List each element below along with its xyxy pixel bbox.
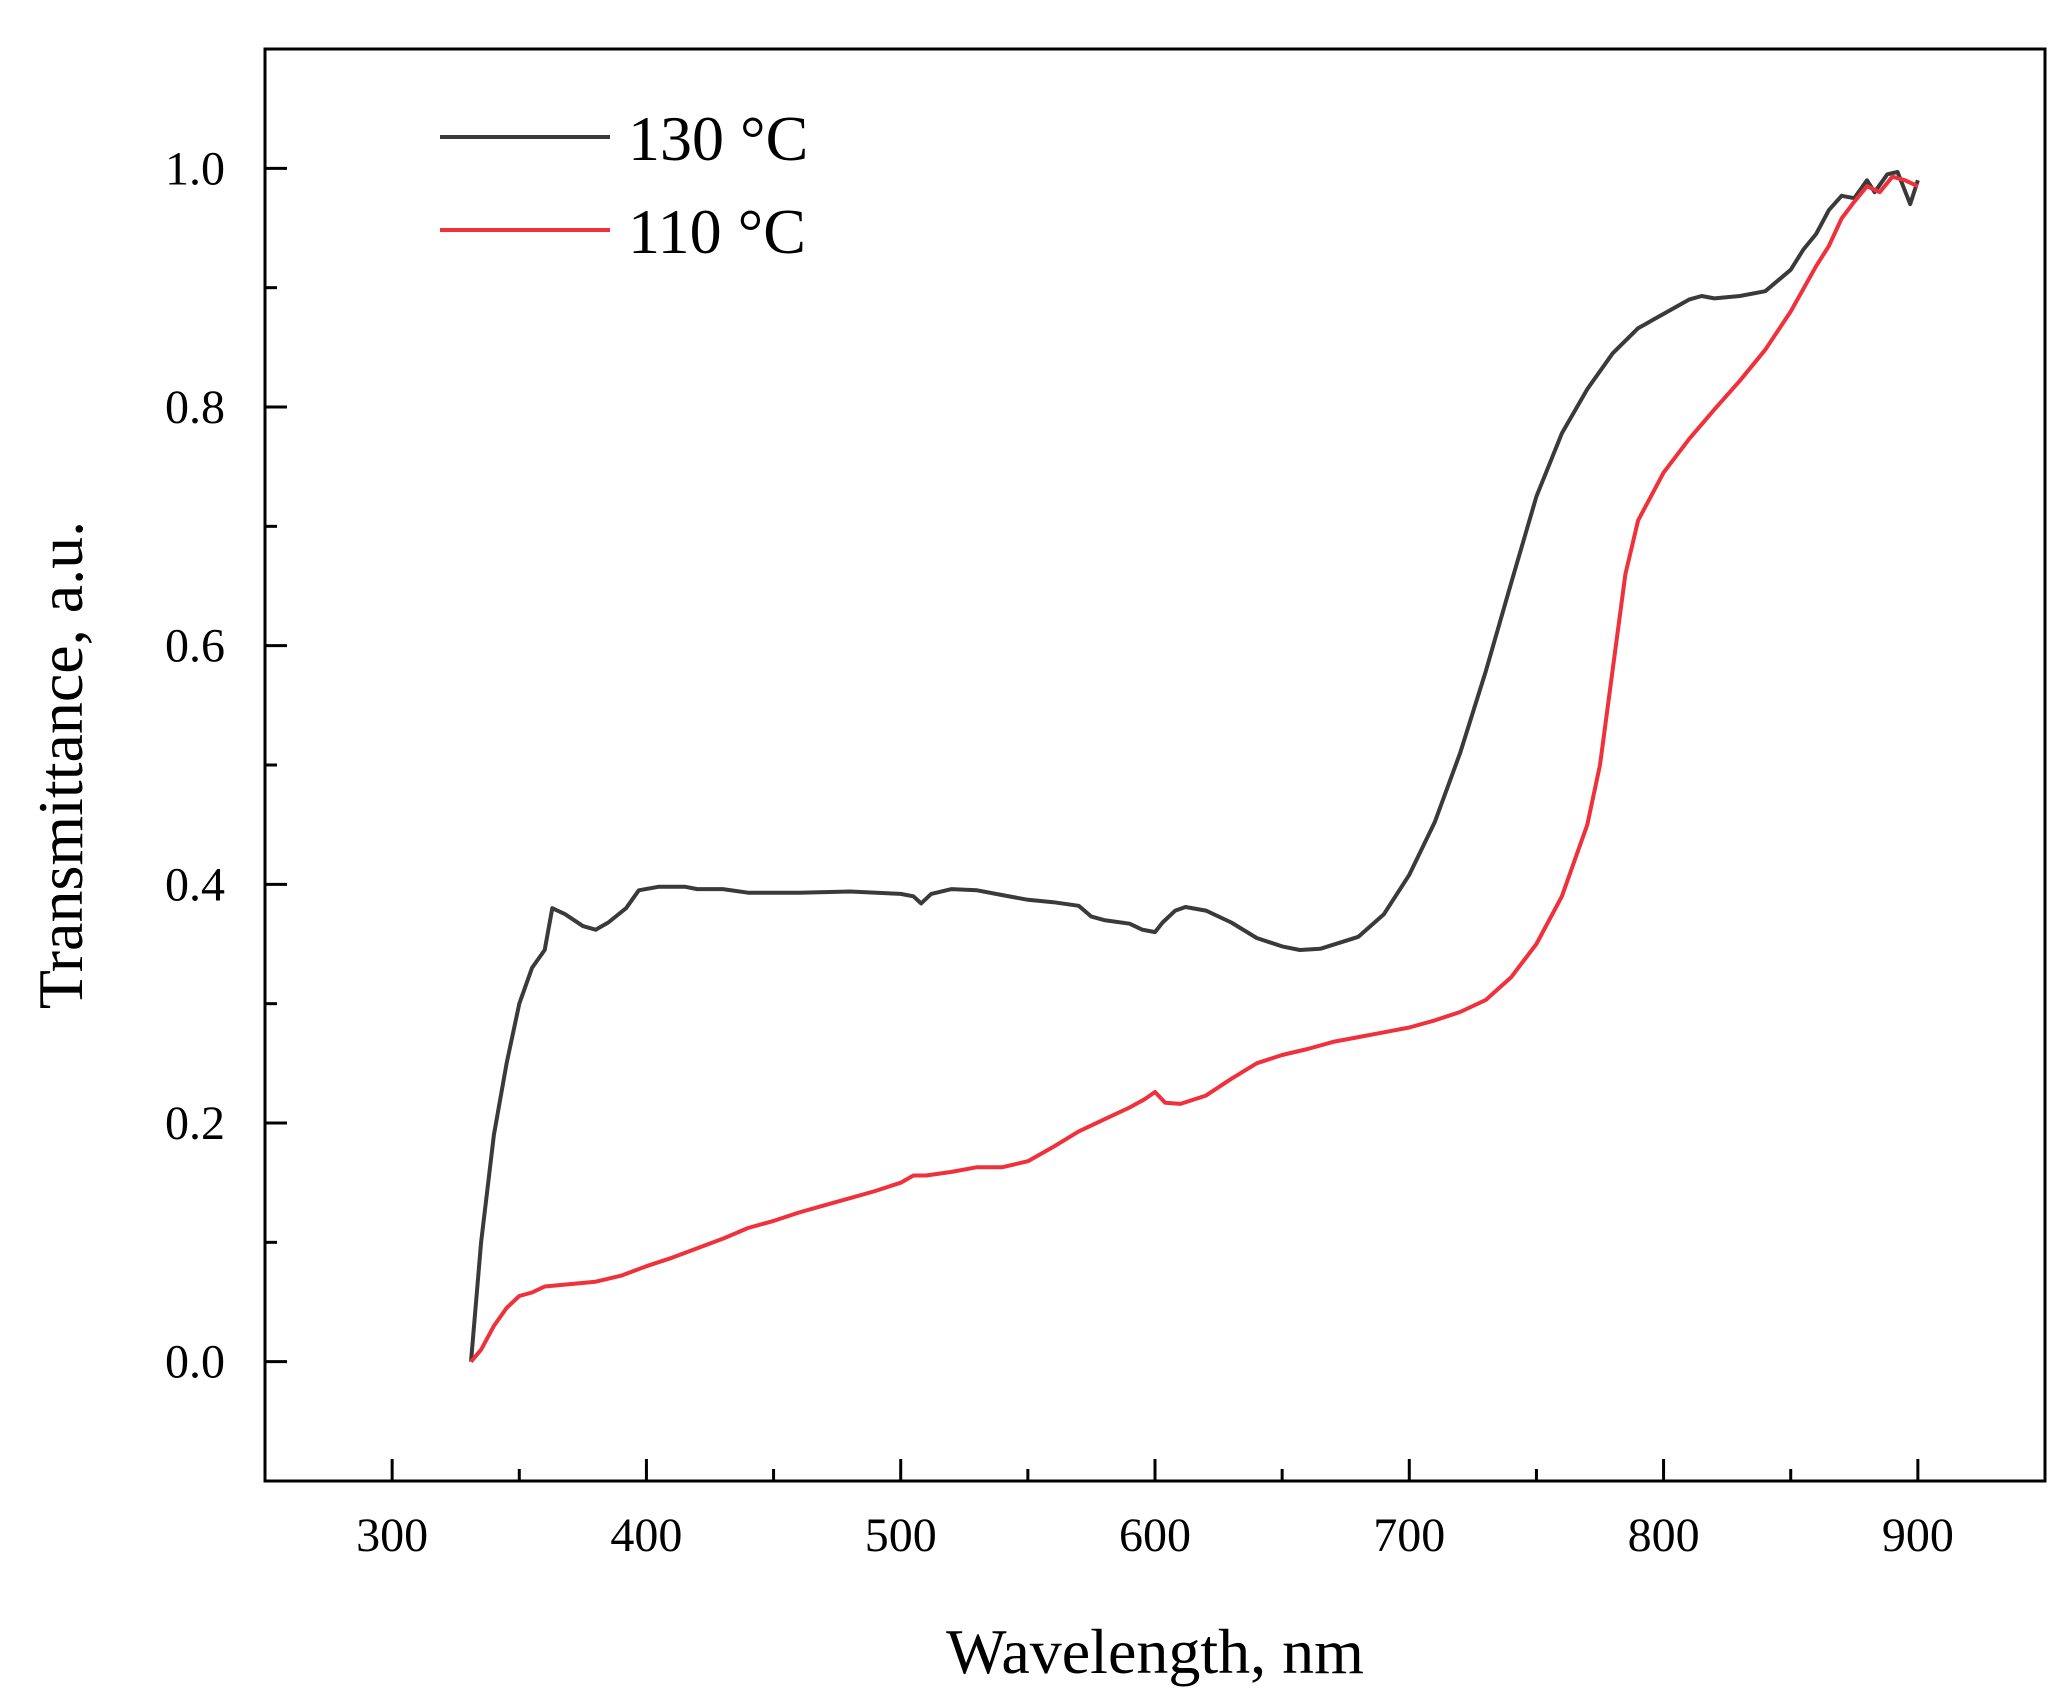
y-tick-label: 0.0 <box>165 1336 225 1389</box>
y-tick-label: 0.2 <box>165 1097 225 1150</box>
x-tick-label: 800 <box>1628 1509 1700 1562</box>
x-axis-title: Wavelength, nm <box>946 1616 1364 1687</box>
y-tick-label: 0.6 <box>165 620 225 673</box>
series-line-130-C <box>469 169 1920 1362</box>
x-tick-label: 500 <box>865 1509 937 1562</box>
series-line-110-C <box>469 174 1919 1363</box>
legend: 130 °C 110 °C <box>440 103 808 267</box>
y-axis-ticks: 0.0 0.2 0.4 0.6 0.8 1.0 <box>165 47 287 1483</box>
x-axis-ticks: 300 400 500 600 700 800 900 <box>356 1459 1954 1562</box>
plot-frame <box>263 47 2047 1483</box>
y-tick-label: 1.0 <box>165 142 225 195</box>
legend-label-130: 130 °C <box>628 103 808 174</box>
y-tick-label: 0.4 <box>165 858 225 911</box>
y-tick-label: 0.8 <box>165 381 225 434</box>
series-layer <box>469 169 1920 1363</box>
x-tick-label: 700 <box>1373 1509 1445 1562</box>
x-tick-label: 600 <box>1119 1509 1191 1562</box>
x-tick-label: 300 <box>356 1509 428 1562</box>
y-axis-title: Transmittance, a.u. <box>25 521 96 1009</box>
legend-label-110: 110 °C <box>628 196 806 267</box>
x-tick-label: 900 <box>1882 1509 1954 1562</box>
x-tick-label: 400 <box>610 1509 682 1562</box>
